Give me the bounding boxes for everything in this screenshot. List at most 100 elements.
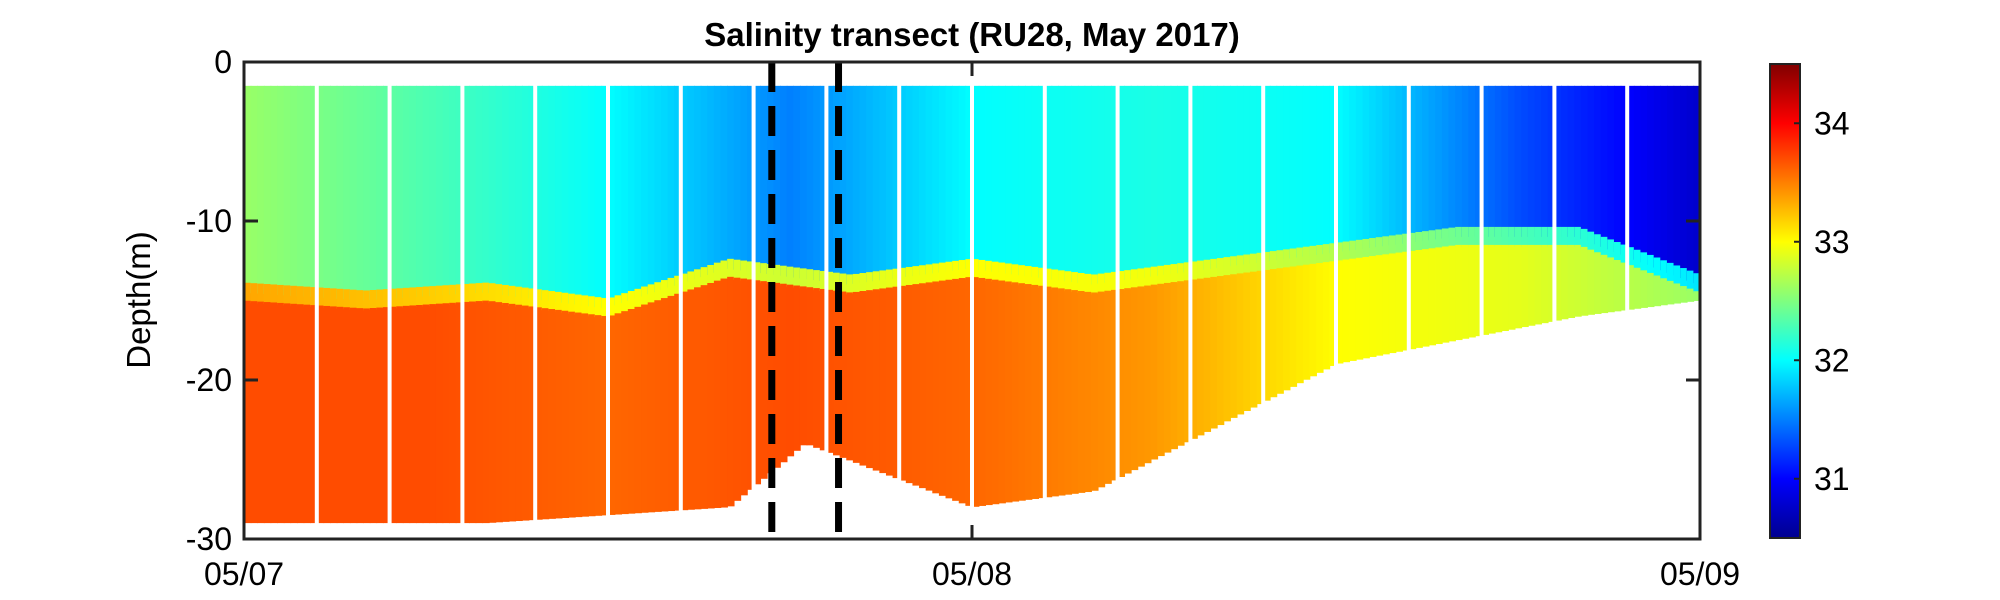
- profile-gap: [897, 62, 902, 539]
- salinity-cell: [343, 85, 351, 300]
- salinity-cell: [1117, 271, 1126, 292]
- salinity-cell: [330, 306, 338, 524]
- salinity-cell: [1216, 276, 1225, 426]
- salinity-cell: [382, 289, 391, 310]
- salinity-cell: [1177, 263, 1185, 284]
- salinity-cell: [1243, 85, 1251, 265]
- salinity-cell: [296, 304, 305, 524]
- salinity-cell: [998, 280, 1006, 504]
- salinity-cell: [515, 286, 523, 307]
- salinity-cell: [1375, 85, 1384, 248]
- salinity-cell: [932, 263, 940, 284]
- salinity-cell: [283, 285, 292, 306]
- profile-gap: [1042, 62, 1047, 539]
- salinity-cell: [502, 303, 510, 522]
- salinity-cell: [1508, 244, 1516, 330]
- salinity-cell: [1488, 85, 1496, 237]
- salinity-cell: [866, 85, 874, 283]
- salinity-cell: [667, 85, 675, 288]
- salinity-cell: [376, 85, 384, 300]
- salinity-cell: [1474, 244, 1483, 337]
- y-axis-ticks: 0 -10 -20 -30: [186, 44, 1700, 557]
- salinity-cell: [952, 260, 960, 281]
- salinity-cell: [660, 298, 669, 512]
- salinity-cell: [482, 300, 490, 524]
- salinity-cell: [1428, 248, 1437, 346]
- salinity-cell: [660, 85, 669, 291]
- salinity-cell: [1627, 247, 1635, 268]
- salinity-cell: [1137, 85, 1145, 279]
- salinity-cell: [793, 85, 801, 278]
- salinity-cell: [535, 307, 543, 520]
- salinity-cell: [958, 260, 967, 281]
- salinity-cell: [1329, 261, 1337, 366]
- plot-area: [244, 62, 1700, 539]
- salinity-cell: [1415, 232, 1423, 253]
- salinity-cell: [1276, 250, 1284, 271]
- salinity-cell: [826, 289, 834, 453]
- salinity-cell: [799, 85, 808, 279]
- salinity-cell: [780, 283, 788, 463]
- salinity-cell: [621, 311, 629, 515]
- salinity-cell: [806, 287, 814, 446]
- salinity-cell: [1051, 287, 1059, 497]
- salinity-cell: [1243, 272, 1251, 412]
- salinity-cell: [488, 301, 497, 523]
- salinity-cell: [1600, 236, 1609, 257]
- salinity-cell: [1223, 85, 1231, 268]
- salinity-cell: [409, 305, 417, 524]
- salinity-cell: [396, 306, 404, 524]
- salinity-cell: [694, 85, 702, 280]
- salinity-cell: [1653, 85, 1662, 268]
- salinity-cell: [627, 290, 636, 311]
- salinity-cell: [654, 85, 662, 293]
- salinity-cell: [1527, 226, 1536, 247]
- salinity-cell: [1130, 85, 1139, 280]
- salinity-cell: [508, 85, 517, 296]
- salinity-cell: [1084, 85, 1092, 284]
- salinity-cell: [872, 289, 881, 471]
- salinity-cell: [1660, 85, 1668, 271]
- salinity-cell: [1077, 273, 1086, 294]
- salinity-cell: [1269, 269, 1278, 398]
- salinity-cell: [1236, 255, 1245, 276]
- salinity-cell: [369, 85, 378, 301]
- salinity-cell: [919, 265, 927, 286]
- salinity-cell: [1666, 280, 1675, 305]
- salinity-cell: [482, 85, 490, 293]
- salinity-cell: [753, 280, 762, 485]
- salinity-cell: [1561, 85, 1569, 237]
- salinity-cell: [1097, 273, 1106, 294]
- salinity-cell: [1388, 235, 1397, 256]
- salinity-cell: [991, 279, 1000, 505]
- salinity-cell: [972, 277, 980, 507]
- salinity-cell: [1024, 85, 1033, 277]
- salinity-cell: [1461, 226, 1470, 247]
- salinity-cell: [958, 278, 967, 504]
- salinity-cell: [1058, 270, 1066, 291]
- salinity-cell: [1091, 85, 1099, 285]
- salinity-cell: [581, 295, 589, 316]
- salinity-cell: [1653, 257, 1662, 278]
- salinity-cell: [323, 85, 331, 298]
- salinity-cell: [621, 85, 629, 304]
- salinity-cell: [786, 266, 795, 287]
- salinity-cell: [1455, 226, 1463, 247]
- salinity-cell: [1289, 85, 1298, 259]
- salinity-cell: [1594, 234, 1602, 255]
- salinity-cell: [872, 85, 881, 282]
- salinity-cell: [1011, 264, 1020, 285]
- salinity-cell: [515, 85, 523, 297]
- y-tick-label: -10: [186, 203, 232, 239]
- salinity-cell: [548, 309, 556, 519]
- salinity-cell: [938, 280, 947, 496]
- salinity-cell: [574, 294, 583, 315]
- salinity-cell: [1110, 289, 1119, 481]
- salinity-cell: [475, 301, 484, 524]
- salinity-cell: [449, 85, 457, 295]
- salinity-cell: [1607, 257, 1615, 313]
- salinity-cell: [382, 307, 391, 524]
- salinity-cell: [1607, 85, 1615, 250]
- salinity-cell: [1594, 252, 1602, 314]
- salinity-cell: [541, 290, 550, 311]
